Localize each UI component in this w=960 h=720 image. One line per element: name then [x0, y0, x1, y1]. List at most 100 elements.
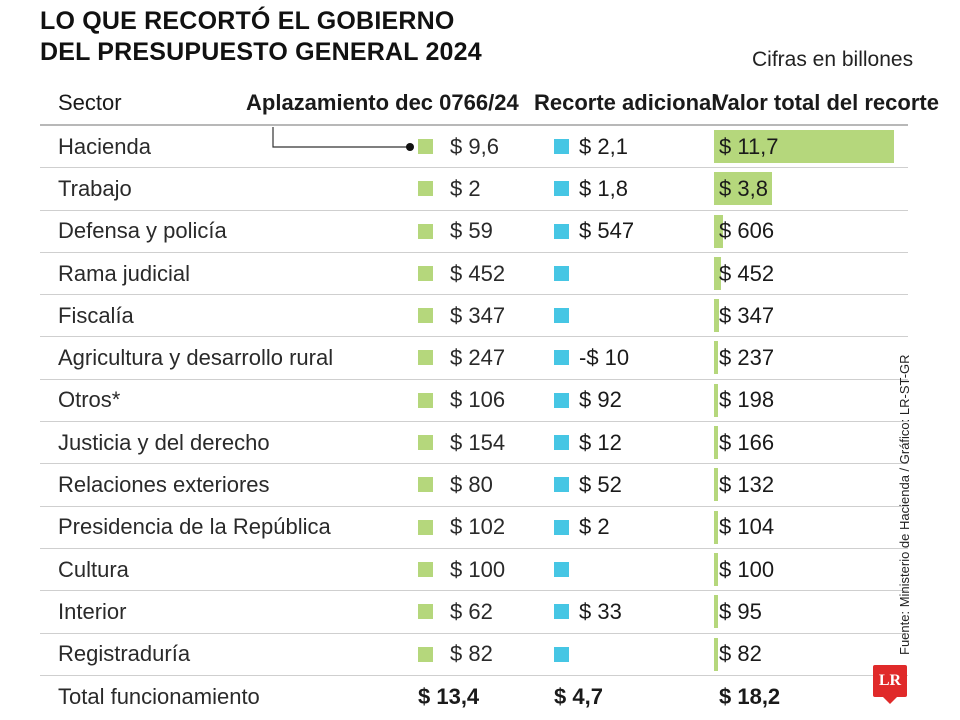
aplazamiento-marker	[418, 604, 433, 620]
aplazamiento-value: $ 347	[450, 302, 506, 328]
table-row: Rama judicial $ 452 $ 452	[40, 253, 908, 296]
total-value: $ 95	[719, 598, 762, 624]
recorte-marker	[554, 139, 569, 154]
table-row: Registraduría $ 82 $ 82	[40, 634, 908, 676]
sector-label: Cultura	[58, 556, 129, 582]
recorte-value: $ 33	[579, 598, 622, 624]
recorte-marker	[554, 604, 569, 620]
aplazamiento-value: $ 247	[450, 345, 506, 371]
recorte-marker	[554, 265, 569, 281]
header-total: Valor total del recorte	[714, 90, 939, 115]
total-value: $ 237	[719, 345, 775, 371]
total-row-recorte: $ 4,7	[554, 684, 603, 709]
recorte-value: $ 2,1	[579, 133, 628, 159]
table-row: Presidencia de la República $ 102 $ 2 $ 104	[40, 507, 908, 549]
sector-label: Defensa y policía	[58, 218, 227, 244]
total-value: $ 3,8	[719, 175, 768, 201]
recorte-value: -$ 10	[579, 345, 630, 371]
sector-label: Relaciones exteriores	[58, 472, 270, 498]
total-bar	[714, 256, 721, 290]
total-value: $ 82	[719, 641, 762, 667]
recorte-value: $ 92	[579, 387, 622, 413]
table-row: Fiscalía $ 347 $ 347	[40, 295, 908, 338]
total-bar	[714, 426, 718, 460]
header-recorte: Recorte adicional	[534, 90, 718, 115]
aplazamiento-marker	[418, 223, 433, 239]
header-aplazamiento: Aplazamiento dec 0766/24	[246, 90, 519, 115]
total-value: $ 347	[719, 302, 775, 328]
units-note: Cifras en billones	[752, 48, 914, 71]
total-row: Total funcionamiento $ 13,4 $ 4,7 $ 18,2	[40, 676, 908, 718]
aplazamiento-marker	[418, 519, 433, 535]
aplazamiento-marker	[418, 308, 433, 324]
table-row: Relaciones exteriores $ 80 $ 52 $ 132	[40, 464, 908, 507]
aplazamiento-marker	[418, 181, 433, 197]
aplazamiento-marker	[418, 561, 433, 577]
source-note: Fuente: Ministerio de Hacienda / Gráfico…	[897, 354, 912, 655]
aplazamiento-value: $ 82	[450, 641, 493, 667]
aplazamiento-marker	[418, 646, 433, 662]
aplazamiento-value: $ 102	[450, 514, 506, 540]
sector-label: Trabajo	[58, 175, 132, 201]
data-table: Hacienda $ 9,6 $ 2,1 $ 11,7 Trabajo $ 2 $ 1,8 $…	[40, 126, 908, 718]
aplazamiento-value: $ 2	[450, 175, 481, 201]
table-row: Agricultura y desarrollo rural $ 247 -$ 10…	[40, 337, 908, 380]
total-bar	[714, 341, 718, 375]
sector-label: Interior	[58, 598, 127, 624]
aplazamiento-marker	[418, 392, 433, 408]
total-bar	[714, 595, 718, 629]
total-value: $ 11,7	[719, 133, 779, 159]
total-value: $ 452	[719, 260, 775, 286]
recorte-marker	[554, 561, 569, 577]
aplazamiento-marker	[418, 435, 433, 451]
recorte-value: $ 547	[579, 218, 635, 244]
aplazamiento-value: $ 100	[450, 556, 506, 582]
aplazamiento-value: $ 452	[450, 260, 506, 286]
title-line-1: LO QUE RECORTÓ EL GOBIERNO	[40, 7, 455, 35]
total-bar	[714, 637, 718, 671]
table-row: Trabajo $ 2 $ 1,8 $ 3,8	[40, 168, 908, 211]
sector-label: Presidencia de la República	[58, 514, 331, 540]
recorte-marker	[554, 308, 569, 324]
aplazamiento-value: $ 59	[450, 218, 493, 244]
header-rule	[40, 124, 908, 126]
recorte-value: $ 12	[579, 429, 622, 455]
aplazamiento-marker	[418, 139, 433, 154]
recorte-marker	[554, 181, 569, 197]
aplazamiento-marker	[418, 477, 433, 493]
lr-logo: LR	[873, 665, 907, 704]
title-line-2: DEL PRESUPUESTO GENERAL 2024	[40, 38, 482, 66]
aplazamiento-marker	[418, 350, 433, 366]
recorte-marker	[554, 646, 569, 662]
aplazamiento-marker	[418, 265, 433, 281]
recorte-marker	[554, 477, 569, 493]
table-row: Hacienda $ 9,6 $ 2,1 $ 11,7	[40, 126, 908, 169]
sector-label: Hacienda	[58, 133, 151, 159]
sector-label: Otros*	[58, 387, 121, 413]
table-row: Interior $ 62 $ 33 $ 95	[40, 591, 908, 634]
table-row: Otros* $ 106 $ 92 $ 198	[40, 380, 908, 423]
recorte-value: $ 2	[579, 514, 610, 540]
recorte-marker	[554, 392, 569, 408]
aplazamiento-value: $ 62	[450, 598, 493, 624]
total-row-aplazamiento: $ 13,4	[418, 684, 480, 709]
total-bar	[714, 214, 724, 248]
table-row: Defensa y policía $ 59 $ 547 $ 606	[40, 211, 908, 253]
table-row: Justicia y del derecho $ 154 $ 12 $ 166	[40, 422, 908, 465]
total-row-total: $ 18,2	[719, 684, 781, 709]
total-value: $ 104	[719, 514, 775, 540]
recorte-marker	[554, 435, 569, 451]
aplazamiento-value: $ 154	[450, 429, 506, 455]
recorte-value: $ 1,8	[579, 175, 628, 201]
total-value: $ 198	[719, 387, 775, 413]
total-bar	[714, 510, 718, 544]
sector-label: Registraduría	[58, 641, 191, 667]
recorte-marker	[554, 519, 569, 535]
total-value: $ 132	[719, 472, 775, 498]
recorte-marker	[554, 223, 569, 239]
total-value: $ 100	[719, 556, 775, 582]
total-bar	[714, 552, 718, 586]
total-value: $ 606	[719, 218, 775, 244]
total-value: $ 166	[719, 429, 775, 455]
total-bar	[714, 172, 773, 206]
